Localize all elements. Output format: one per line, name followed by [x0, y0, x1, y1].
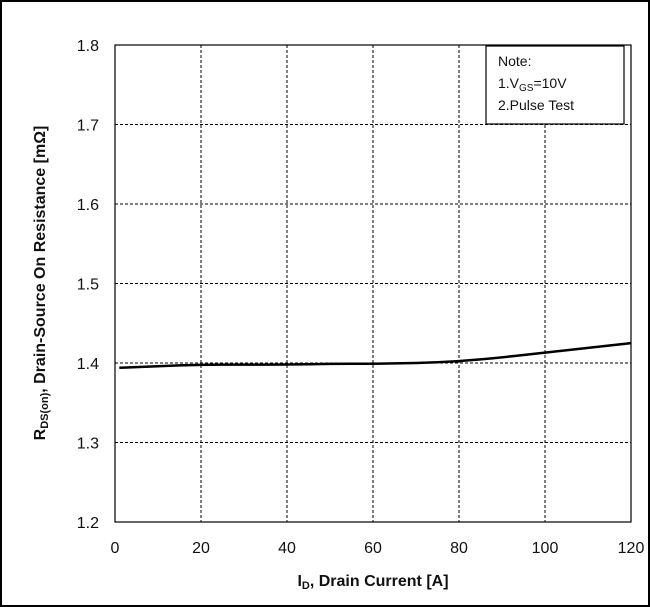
x-tick-label: 20: [192, 540, 210, 557]
plot-area: [114, 44, 632, 523]
x-tick-label: 80: [450, 540, 468, 557]
series-line-rdson: [119, 341, 632, 370]
y-tick-label: 1.2: [77, 515, 99, 532]
note-line-2: 1.VGS=10V: [498, 75, 567, 94]
y-tick-label: 1.8: [77, 38, 99, 55]
y-tick-labels: 1.2 1.3 1.4 1.5 1.6 1.7 1.8: [77, 38, 99, 532]
x-axis-label: ID, Drain Current [A]: [297, 573, 448, 592]
y-tick-label: 1.6: [77, 197, 99, 214]
y-tick-label: 1.7: [77, 118, 99, 135]
x-tick-label: 100: [532, 540, 559, 557]
grid: [115, 45, 631, 522]
note-line-1: Note:: [498, 53, 531, 69]
y-tick-label: 1.5: [77, 277, 99, 294]
x-tick-label: 60: [364, 540, 382, 557]
y-tick-label: 1.4: [77, 356, 99, 373]
x-tick-label: 0: [111, 540, 120, 557]
y-axis-label: RDS(on), Drain-Source On Resistance [mΩ]: [32, 126, 51, 441]
x-tick-label: 120: [618, 540, 645, 557]
note-line-3: 2.Pulse Test: [498, 97, 574, 113]
x-tick-labels: 0 20 40 60 80 100 120: [111, 540, 645, 557]
note-box: Note: 1.VGS=10V 2.Pulse Test: [485, 45, 625, 125]
note-box-frame: [485, 45, 625, 125]
y-tick-label: 1.3: [77, 436, 99, 453]
x-tick-label: 40: [278, 540, 296, 557]
